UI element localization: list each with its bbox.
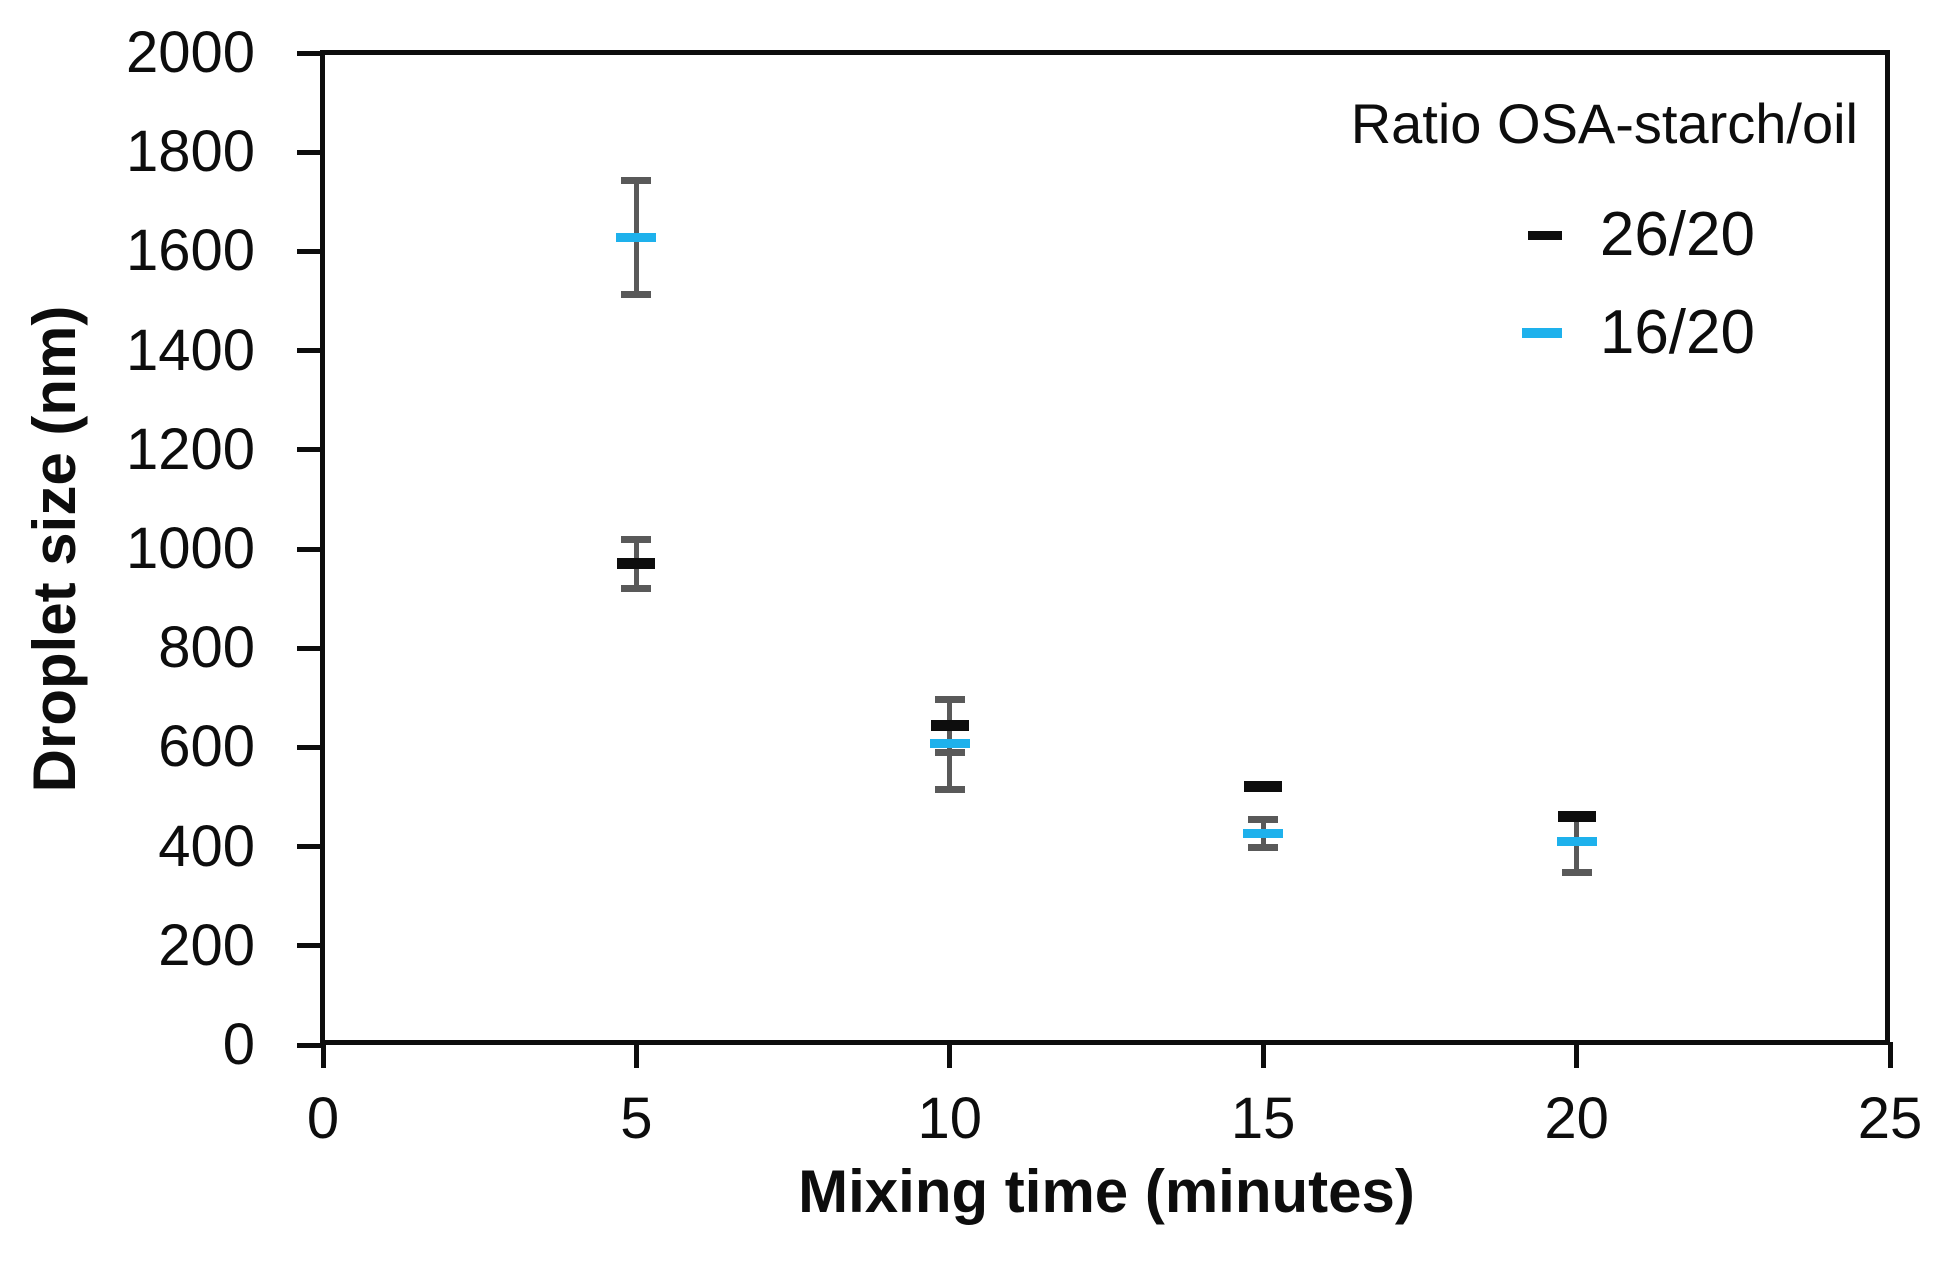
y-tick-label: 200	[158, 912, 255, 978]
data-marker-16-20	[1243, 828, 1284, 838]
legend-title: Ratio OSA-starch/oil	[1350, 92, 1858, 155]
x-axis-tick	[320, 1042, 326, 1068]
x-axis-tick	[633, 1042, 639, 1068]
legend-entry-26-20: 26/20	[1527, 198, 1755, 272]
x-tick-label: 25	[1857, 1086, 1923, 1151]
data-marker-16-20	[929, 738, 970, 748]
y-axis-tick	[297, 645, 323, 651]
error-bar-cap-bottom	[1248, 844, 1279, 852]
y-tick-label: 1800	[125, 119, 255, 185]
y-tick-label: 0	[222, 1012, 255, 1077]
y-tick-label: 800	[158, 615, 255, 681]
error-bar-cap-top	[1248, 815, 1279, 823]
y-axis-tick	[297, 447, 323, 453]
data-marker-16-20	[616, 233, 657, 242]
y-tick-label: 2000	[125, 20, 255, 85]
data-marker-26-20	[1557, 811, 1596, 823]
y-tick-label: 1000	[125, 516, 255, 581]
y-tick-label: 1600	[125, 218, 255, 284]
x-tick-label: 0	[306, 1086, 340, 1151]
x-axis-tick	[1887, 1042, 1893, 1068]
error-bar-cap-bottom	[934, 786, 965, 794]
x-axis-tick	[1574, 1042, 1580, 1068]
data-marker-26-20	[930, 719, 969, 731]
y-axis-tick	[297, 546, 323, 552]
y-axis-tick	[297, 348, 323, 354]
data-marker-26-20	[617, 558, 656, 570]
legend-entry-16-20: 16/20	[1521, 296, 1755, 370]
y-tick-label: 600	[158, 714, 255, 780]
error-bar-cap-top	[621, 176, 652, 184]
y-axis-tick	[297, 149, 323, 155]
error-bar-cap-bottom	[1561, 869, 1592, 877]
error-bar-cap-top	[621, 536, 652, 544]
x-tick-label: 10	[917, 1086, 983, 1151]
y-axis-tick	[297, 248, 323, 254]
y-axis-tick	[297, 50, 323, 56]
x-tick-label: 15	[1230, 1086, 1296, 1151]
y-axis-tick	[297, 943, 323, 949]
y-axis-tick	[297, 1042, 323, 1048]
x-axis-title: Mixing time (minutes)	[798, 1158, 1415, 1225]
error-bar-cap-bottom	[621, 584, 652, 592]
data-marker-26-20	[1244, 780, 1283, 792]
y-axis-tick	[297, 744, 323, 750]
x-tick-label: 5	[620, 1086, 653, 1151]
legend-swatch-16-20	[1521, 328, 1562, 338]
y-tick-label: 400	[158, 813, 255, 879]
legend-label-16-20: 16/20	[1599, 298, 1755, 367]
plot-area-border	[320, 50, 1890, 1045]
x-tick-label: 20	[1544, 1086, 1609, 1151]
y-tick-label: 1200	[125, 416, 255, 482]
y-axis-tick	[297, 844, 323, 850]
x-axis-tick	[1260, 1042, 1266, 1068]
error-bar-cap-bottom	[621, 290, 652, 298]
legend-swatch-26-20	[1527, 230, 1562, 240]
data-marker-16-20	[1556, 837, 1597, 847]
error-bar-cap-top	[934, 695, 965, 703]
x-axis-tick	[947, 1042, 953, 1068]
y-tick-label: 1400	[125, 317, 255, 383]
legend-label-26-20: 26/20	[1599, 200, 1755, 269]
